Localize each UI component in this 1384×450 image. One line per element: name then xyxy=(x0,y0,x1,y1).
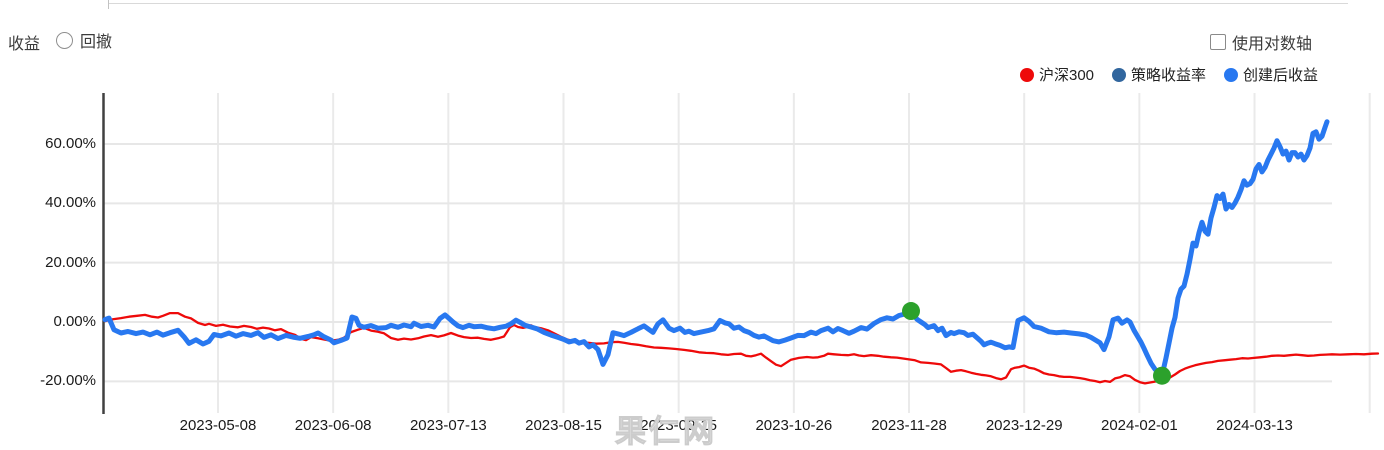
drawdown-radio[interactable] xyxy=(56,31,73,49)
y-tick-label: 20.00% xyxy=(45,253,96,271)
legend-label: 策略收益率 xyxy=(1131,67,1207,84)
top-divider-tick xyxy=(108,0,109,9)
y-tick-label: 0.00% xyxy=(53,313,96,330)
hs300-dot-icon xyxy=(1020,67,1034,82)
x-tick-label: 2023-05-08 xyxy=(179,417,257,434)
x-tick-label: 2023-10-26 xyxy=(755,417,833,434)
legend-item-hs300[interactable]: 沪深300 xyxy=(1020,64,1094,85)
legend-label: 创建后收益 xyxy=(1243,67,1319,84)
x-tick-label: 2023-11-28 xyxy=(871,417,947,434)
x-tick-label: 2024-03-13 xyxy=(1216,417,1293,434)
y-tick-label: 60.00% xyxy=(45,134,96,152)
chart-legend: 沪深300 策略收益率 创建后收益 xyxy=(1020,64,1318,85)
legend-item-post-creation-return[interactable]: 创建后收益 xyxy=(1224,64,1318,85)
x-tick-label: 2023-08-15 xyxy=(525,417,602,434)
x-tick-label: 2023-12-29 xyxy=(985,417,1063,434)
y-tick-label: 40.00% xyxy=(45,194,96,212)
x-tick-label: 2023-07-13 xyxy=(409,417,487,434)
post-creation-return-dot-icon xyxy=(1224,67,1239,82)
x-tick-label: 2023-06-08 xyxy=(294,417,372,434)
strategy-return-dot-icon xyxy=(1112,67,1127,82)
legend-label: 沪深300 xyxy=(1039,67,1095,84)
x-tick-label: 2024-02-01 xyxy=(1100,417,1178,434)
x-tick-label: 2023-09-15 xyxy=(640,417,718,434)
watermark: 果仁网 xyxy=(615,414,717,450)
returns-view-label: 收益 xyxy=(8,36,41,53)
log-axis-checkbox[interactable] xyxy=(1210,34,1226,50)
top-divider xyxy=(108,3,1348,4)
y-tick-label: -20.00% xyxy=(40,372,96,390)
log-axis-label: 使用对数轴 xyxy=(1232,36,1313,53)
drawdown-radio-group[interactable]: 回撤 xyxy=(56,28,112,52)
drawdown-radio-label[interactable]: 回撤 xyxy=(80,34,113,51)
log-axis-toggle[interactable]: 使用对数轴 xyxy=(1210,30,1312,54)
legend-item-strategy-return[interactable]: 策略收益率 xyxy=(1112,64,1206,85)
